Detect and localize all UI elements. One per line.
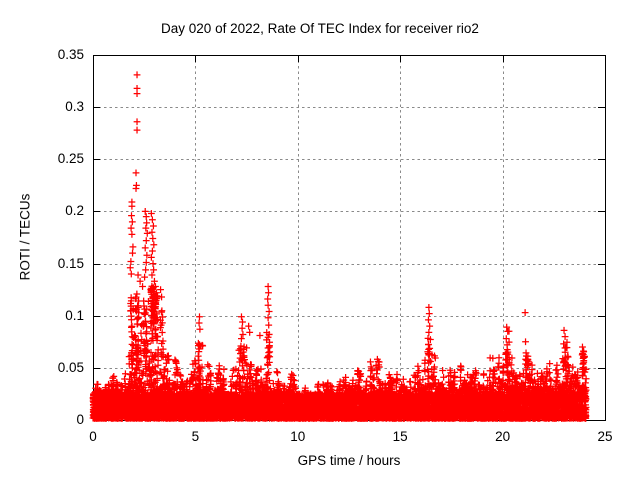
y-tick-label: 0.25 bbox=[57, 151, 84, 167]
y-tick-label: 0.05 bbox=[57, 359, 84, 375]
x-tick-label: 0 bbox=[89, 429, 97, 444]
x-tick-label: 15 bbox=[392, 429, 408, 444]
y-tick-label: 0.15 bbox=[57, 255, 84, 271]
y-tick-label: 0.2 bbox=[65, 203, 84, 219]
x-tick-label: 10 bbox=[290, 429, 306, 444]
y-tick-label: 0.1 bbox=[65, 307, 84, 323]
chart-title: Day 020 of 2022, Rate Of TEC Index for r… bbox=[161, 21, 479, 36]
y-tick-label: 0 bbox=[76, 412, 84, 427]
x-axis-label: GPS time / hours bbox=[297, 453, 401, 468]
y-axis-label: ROTI / TECUs bbox=[17, 193, 33, 281]
x-tick-label: 25 bbox=[597, 429, 613, 444]
x-tick-label: 5 bbox=[191, 429, 200, 444]
y-tick-label: 0.3 bbox=[65, 99, 84, 115]
x-tick-label: 20 bbox=[495, 429, 511, 444]
y-tick-label: 0.35 bbox=[57, 47, 84, 62]
